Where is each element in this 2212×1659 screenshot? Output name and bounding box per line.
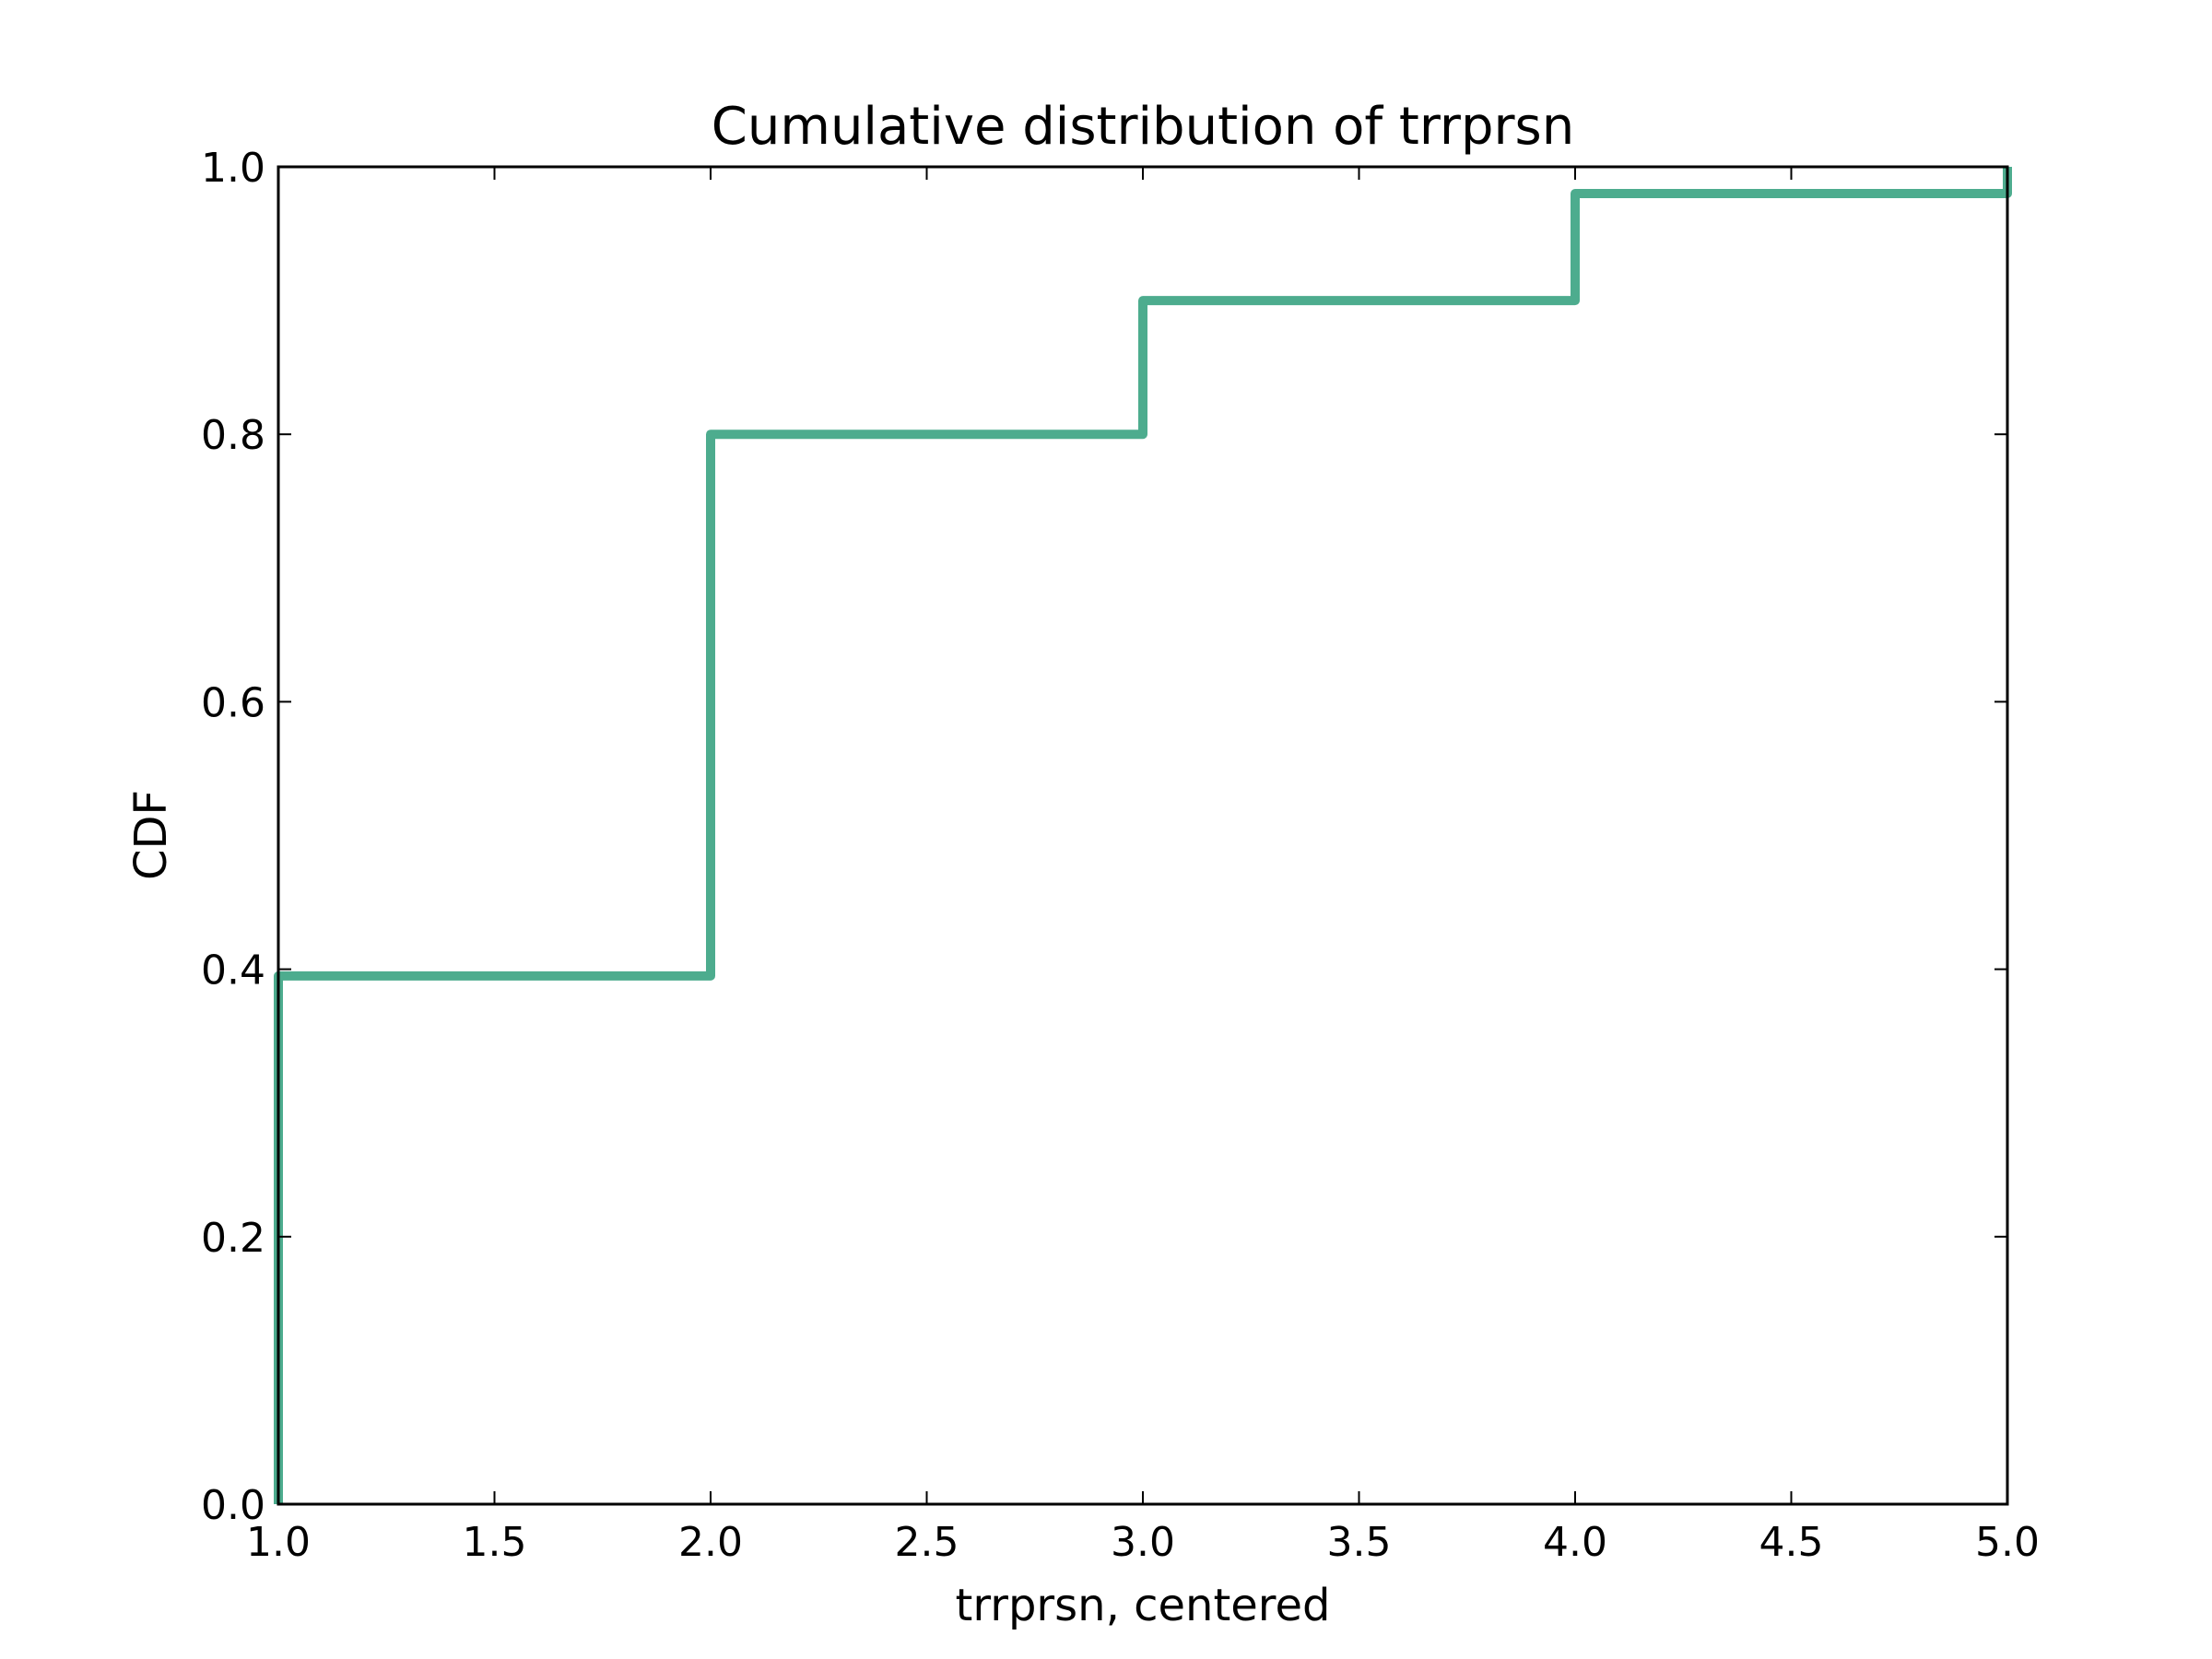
y-tick-label: 0.8: [201, 412, 265, 459]
x-tick-label: 4.0: [1543, 1519, 1607, 1566]
x-tick-label: 4.5: [1759, 1519, 1824, 1566]
y-tick-label: 0.2: [201, 1215, 265, 1262]
x-axis-label: trrprsn, centered: [956, 1580, 1331, 1631]
x-tick-label: 3.5: [1327, 1519, 1392, 1566]
plot-frame: [276, 165, 2009, 1506]
y-tick-label: 1.0: [201, 145, 265, 192]
ticks-group: 1.0 1.5 2.0 2.5 3.0 3.5 4.0 4.5 5.0 0.0 0.2 0.4 0.6 0…: [201, 145, 2040, 1566]
x-tick-label: 1.0: [246, 1519, 311, 1566]
y-axis-label: CDF: [125, 790, 177, 880]
x-tick-label: 2.0: [678, 1519, 743, 1566]
x-tick-label: 1.5: [463, 1519, 527, 1566]
y-tick-label: 0.0: [201, 1482, 265, 1529]
x-tick-label: 2.5: [895, 1519, 959, 1566]
x-tick-label: 3.0: [1111, 1519, 1175, 1566]
chart-title: Cumulative distribution of trrprsn: [712, 97, 1574, 157]
step-line-group: [274, 167, 2012, 1504]
cdf-step-line-0: [274, 167, 2012, 1504]
y-tick-label: 0.6: [201, 679, 265, 726]
y-tick-label: 0.4: [201, 947, 265, 994]
x-tick-label: 5.0: [1975, 1519, 2040, 1566]
